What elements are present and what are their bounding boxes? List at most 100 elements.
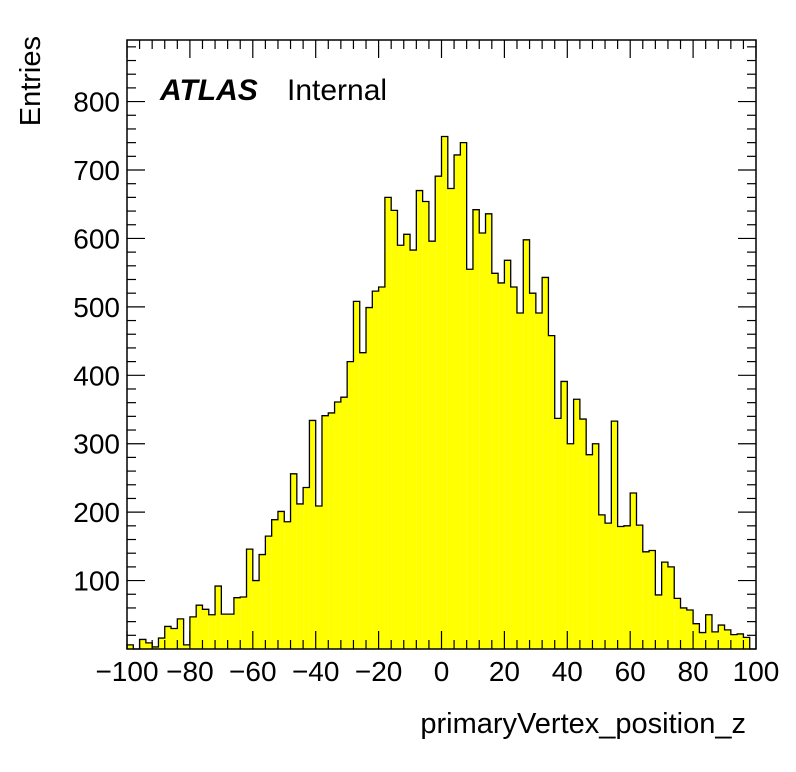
y-tick-label: 100	[73, 566, 120, 597]
histogram-bin	[573, 399, 580, 649]
x-tick-label: −100	[95, 656, 158, 687]
histogram-bin	[208, 614, 216, 649]
histogram-bin	[139, 639, 146, 649]
histogram-bin	[284, 521, 291, 649]
histogram-bin	[743, 637, 750, 649]
histogram-bin	[265, 536, 272, 649]
histogram-bin	[737, 633, 744, 649]
histogram-bin	[227, 614, 234, 649]
x-tick-label: 80	[678, 656, 709, 687]
histogram-bin	[718, 625, 725, 649]
histogram-bin	[127, 644, 134, 649]
histogram-bin	[277, 511, 285, 649]
histogram-bin	[699, 632, 706, 649]
histogram-bin	[554, 418, 562, 649]
x-tick-label: 60	[615, 656, 646, 687]
histogram-bin	[516, 313, 524, 649]
histogram-bin	[661, 562, 668, 649]
histogram-bin	[183, 644, 190, 649]
histogram-bin	[428, 241, 436, 649]
histogram-bin	[548, 335, 555, 649]
x-tick-label: −20	[355, 656, 403, 687]
histogram-bin	[498, 282, 505, 649]
histogram-bin	[598, 514, 606, 649]
histogram-bin	[617, 526, 624, 649]
histogram-bin	[686, 609, 694, 649]
histogram-bin	[221, 614, 228, 649]
histogram-bin	[196, 605, 203, 649]
histogram-bin	[164, 626, 172, 649]
histogram-bin	[215, 586, 222, 649]
x-tick-label: 20	[489, 656, 520, 687]
x-tick-label: 40	[552, 656, 583, 687]
histogram-bin	[334, 401, 341, 649]
x-tick-label: 0	[434, 656, 450, 687]
histogram-bin	[693, 623, 700, 649]
x-axis-tick-labels: −100 −80 −60 −40 −20 0 20 40 60 80 100	[95, 656, 779, 687]
histogram-bin	[177, 618, 184, 649]
y-axis-ticks	[127, 46, 756, 636]
histogram-bin	[328, 412, 335, 649]
histogram-bin	[485, 213, 492, 649]
histogram-bin	[630, 492, 637, 649]
histogram-bin	[252, 580, 260, 649]
histogram-bin	[472, 209, 480, 649]
histogram-bin	[611, 421, 618, 649]
histogram-bin	[171, 628, 178, 649]
histogram-bin	[296, 503, 304, 649]
histogram-bin	[586, 454, 593, 649]
histogram-bin	[158, 638, 165, 649]
histogram-bin	[561, 381, 568, 649]
histogram-bin	[466, 269, 473, 649]
histogram-bin	[523, 239, 530, 649]
internal-label: Internal	[287, 74, 387, 107]
x-tick-label: −80	[166, 656, 214, 687]
y-tick-label: 800	[73, 87, 120, 118]
histogram-bin	[353, 301, 360, 649]
histogram-bin	[303, 487, 310, 649]
histogram-bin	[479, 232, 486, 649]
histogram-bin	[290, 473, 297, 649]
histogram-bin	[454, 154, 461, 649]
histogram-bin	[567, 443, 574, 649]
histogram-bin	[705, 614, 712, 649]
histogram-bin	[403, 234, 411, 649]
histogram-bin	[152, 646, 159, 649]
histogram-bars	[126, 135, 756, 650]
histogram-bin	[246, 549, 253, 649]
histogram-bin	[711, 631, 719, 649]
x-axis-ticks	[126, 40, 757, 649]
histogram-outline	[126, 135, 756, 650]
histogram-bin	[636, 525, 643, 649]
y-axis-tick-labels: 100 200 300 400 500 600 700 800	[73, 87, 120, 597]
histogram-bin	[680, 607, 687, 649]
histogram-bin	[397, 245, 404, 650]
y-tick-label: 700	[73, 155, 120, 186]
histogram-bin	[730, 634, 738, 649]
histogram-bin	[655, 594, 662, 649]
histogram-bin	[384, 197, 392, 649]
histogram-bin	[189, 616, 197, 649]
x-tick-label: 100	[733, 656, 780, 687]
histogram-bin	[460, 142, 467, 649]
histogram-bin	[233, 597, 241, 649]
histogram-bin	[366, 307, 373, 649]
y-axis-label: Entries	[15, 36, 47, 126]
histogram-bin	[315, 505, 322, 649]
histogram-bin	[542, 277, 549, 649]
histogram-bin	[674, 598, 681, 649]
histogram-bin	[202, 609, 209, 649]
histogram-bin	[649, 550, 656, 649]
x-axis-label: primaryVertex_position_z	[420, 708, 746, 740]
y-tick-label: 200	[73, 497, 120, 528]
histogram-bin	[535, 313, 543, 649]
histogram-bin	[240, 596, 247, 649]
x-tick-label: −40	[292, 656, 340, 687]
histogram-bin	[359, 352, 367, 649]
histogram-bin	[491, 273, 499, 649]
histogram-bin	[422, 201, 429, 649]
y-tick-label: 500	[73, 292, 120, 323]
histogram-bin	[642, 551, 650, 649]
histogram-bin	[441, 136, 448, 649]
